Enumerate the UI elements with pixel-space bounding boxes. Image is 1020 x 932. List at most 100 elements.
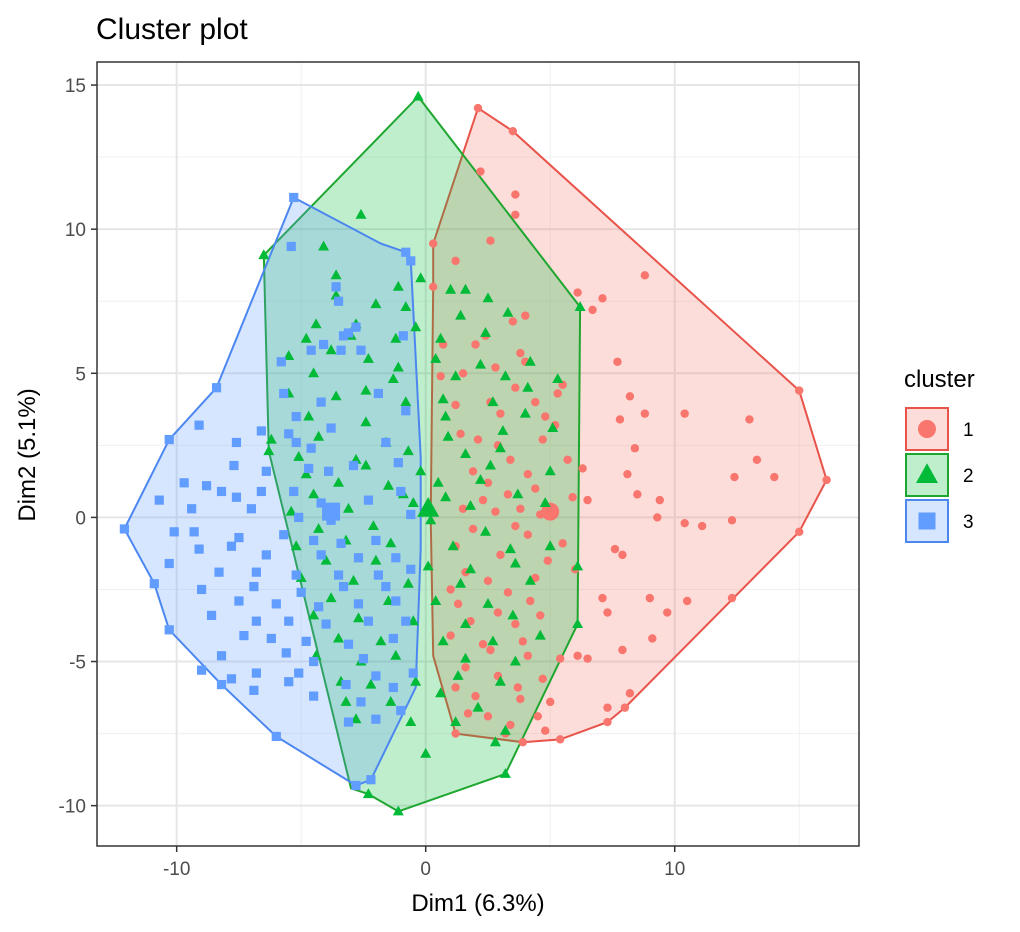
data-point — [541, 412, 550, 421]
data-point — [234, 596, 244, 606]
data-point — [543, 556, 552, 565]
data-point — [480, 525, 491, 536]
data-point — [362, 353, 374, 363]
data-point — [154, 495, 164, 505]
data-point — [348, 574, 359, 585]
data-point — [613, 357, 622, 366]
data-point — [360, 384, 372, 395]
data-point — [563, 455, 572, 464]
data-point — [473, 435, 483, 444]
data-point — [348, 460, 359, 471]
data-point — [446, 631, 455, 640]
data-point — [343, 502, 354, 513]
data-point — [266, 633, 276, 644]
data-point — [279, 388, 289, 399]
cluster-points — [119, 90, 831, 816]
data-point — [402, 445, 414, 456]
data-point — [385, 537, 397, 548]
panel-background — [97, 62, 859, 846]
data-point — [308, 367, 320, 378]
data-point — [511, 383, 520, 392]
data-point — [371, 714, 381, 724]
data-point — [164, 625, 174, 635]
data-point — [333, 632, 344, 643]
data-point — [258, 249, 270, 260]
data-point — [640, 271, 650, 280]
data-point — [478, 640, 488, 649]
data-point — [432, 476, 444, 487]
data-point — [442, 430, 454, 441]
data-point — [471, 691, 480, 701]
data-point — [574, 301, 586, 311]
cluster-center-3 — [322, 502, 341, 521]
data-point — [451, 256, 460, 266]
data-point — [458, 369, 468, 378]
data-point — [468, 524, 478, 534]
data-point — [308, 488, 320, 499]
y-axis-title: Dim2 (5.1%) — [14, 388, 41, 521]
data-point — [508, 317, 518, 326]
data-point — [326, 423, 336, 433]
data-point — [393, 458, 403, 468]
data-point — [455, 577, 467, 588]
data-point — [371, 671, 381, 681]
data-point — [406, 564, 416, 574]
data-point — [353, 553, 364, 563]
data-point — [313, 523, 325, 533]
data-point — [603, 717, 612, 727]
data-point — [795, 386, 804, 395]
data-point — [437, 635, 449, 646]
data-point — [196, 584, 207, 595]
data-point — [309, 535, 319, 546]
data-point — [541, 726, 550, 735]
data-point — [483, 712, 493, 721]
data-point — [381, 581, 391, 592]
data-point — [485, 459, 496, 470]
data-point — [284, 677, 294, 687]
data-point — [290, 540, 302, 551]
chart-title: Cluster plot — [96, 13, 248, 46]
data-point — [400, 301, 412, 311]
data-point — [415, 272, 427, 283]
cluster-hull-2 — [262, 95, 582, 813]
data-point — [497, 425, 509, 435]
data-point — [164, 434, 174, 445]
data-point — [623, 469, 632, 479]
legend-item-3: 3 — [905, 499, 974, 543]
data-point — [214, 567, 224, 577]
data-point — [362, 788, 374, 799]
data-point — [382, 479, 394, 490]
data-point — [211, 383, 222, 393]
data-point — [320, 554, 332, 565]
data-point — [446, 585, 455, 594]
data-point — [360, 416, 372, 427]
data-point — [603, 608, 612, 617]
data-point — [468, 467, 478, 476]
data-point — [482, 598, 494, 608]
data-point — [400, 396, 412, 407]
data-point — [451, 683, 460, 692]
data-point — [410, 675, 422, 686]
data-point — [351, 780, 361, 791]
data-point — [648, 634, 657, 643]
data-point — [494, 442, 506, 453]
data-point — [511, 210, 520, 219]
data-point — [276, 357, 286, 367]
data-point — [499, 724, 511, 735]
data-point — [645, 593, 655, 603]
data-point — [483, 478, 493, 488]
data-point — [428, 239, 438, 248]
data-point — [261, 466, 271, 476]
data-point — [353, 599, 364, 609]
data-point — [518, 738, 528, 747]
data-point — [502, 306, 514, 317]
data-point — [265, 433, 277, 444]
y-tick-label: -10 — [59, 797, 86, 818]
data-point — [284, 616, 294, 626]
data-point — [285, 505, 297, 516]
data-point — [682, 596, 692, 606]
data-point — [304, 463, 314, 474]
y-tick-label: -5 — [69, 653, 86, 674]
data-point — [330, 269, 342, 280]
